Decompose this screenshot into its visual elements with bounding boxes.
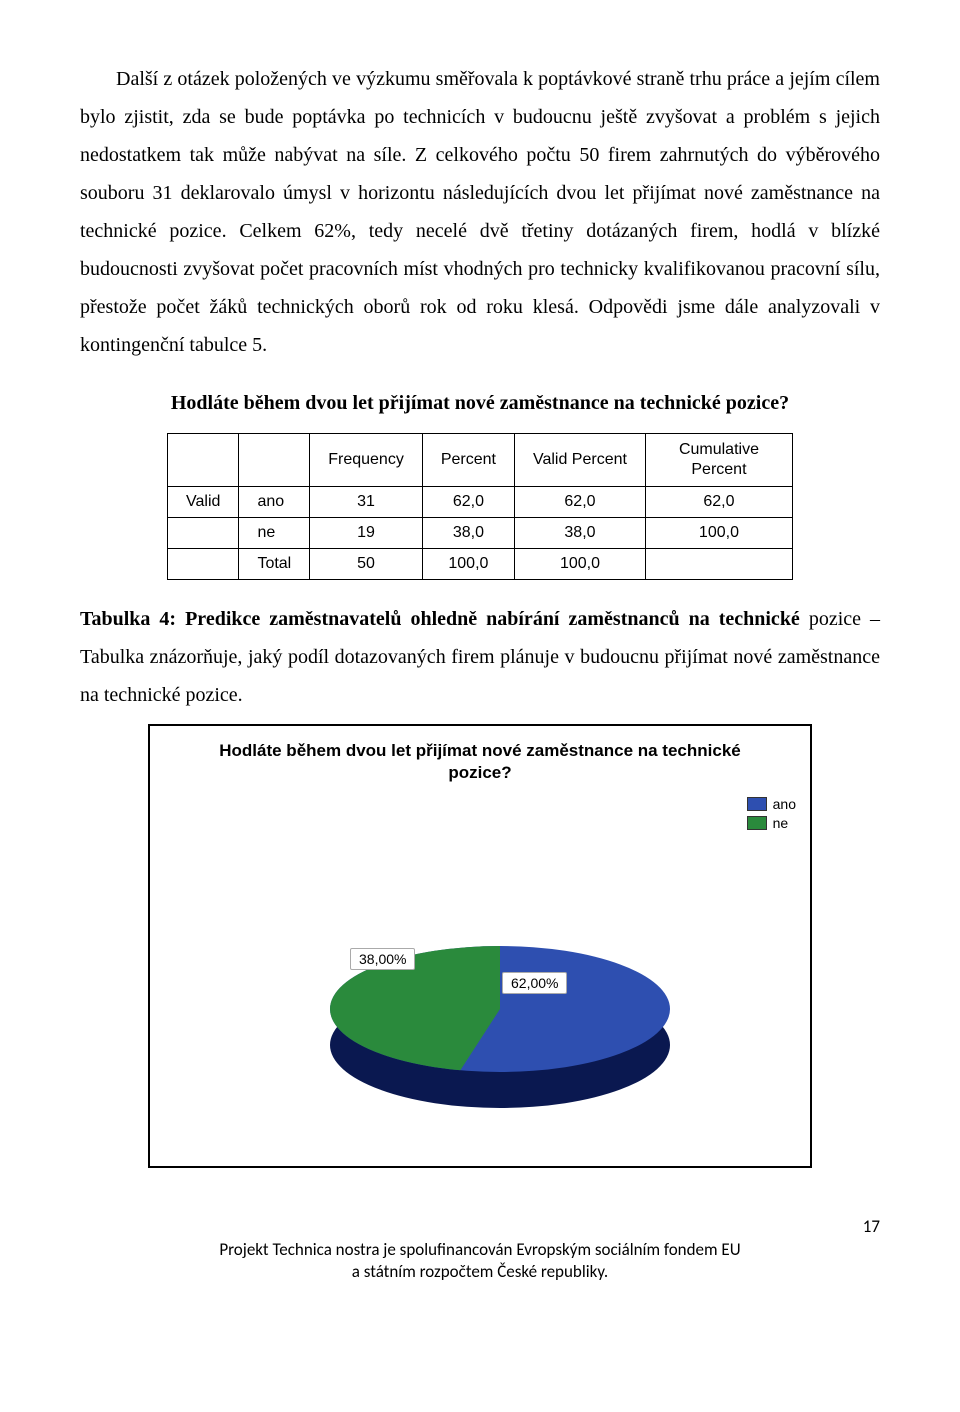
table-cell: 19	[310, 518, 423, 549]
table-cell: 50	[310, 549, 423, 580]
pie-label-ne: 38,00%	[350, 948, 415, 970]
chart-legend: ano ne	[747, 796, 796, 834]
table-cell: Valid	[168, 487, 239, 518]
legend-label-ne: ne	[773, 815, 789, 831]
table-cell: 62,0	[514, 487, 645, 518]
pie-area: 38,00% 62,00%	[150, 906, 810, 1136]
table-cell: 100,0	[422, 549, 514, 580]
table-cell: 38,0	[422, 518, 514, 549]
table-cell	[168, 549, 239, 580]
table-row: Valid ano 31 62,0 62,0 62,0	[168, 487, 793, 518]
legend-label-ano: ano	[773, 796, 796, 812]
table-cell: 62,0	[422, 487, 514, 518]
table-cell: 38,0	[514, 518, 645, 549]
table-header-row: Frequency Percent Valid Percent Cumulati…	[168, 434, 793, 487]
legend-swatch-ano	[747, 797, 767, 811]
pie-chart: Hodláte během dvou let přijímat nové zam…	[148, 724, 812, 1168]
table-cell: 31	[310, 487, 423, 518]
footer-line-2: a státním rozpočtem České republiky.	[352, 1261, 608, 1282]
table-cell	[645, 549, 792, 580]
chart-title: Hodláte během dvou let přijímat nové zam…	[150, 726, 810, 788]
table-cell	[168, 518, 239, 549]
frequency-table: Frequency Percent Valid Percent Cumulati…	[167, 433, 793, 580]
table-row: Total 50 100,0 100,0	[168, 549, 793, 580]
table-cell: Total	[239, 549, 310, 580]
table-header-blank1	[168, 434, 239, 487]
table-header-blank2	[239, 434, 310, 487]
legend-swatch-ne	[747, 816, 767, 830]
body-paragraph-1: Další z otázek položených ve výzkumu smě…	[80, 60, 880, 364]
table-cell: ano	[239, 487, 310, 518]
table-cell: ne	[239, 518, 310, 549]
table-caption-bold: Tabulka 4: Predikce zaměstnavatelů ohled…	[80, 608, 809, 630]
pie-label-ano: 62,00%	[502, 972, 567, 994]
legend-item-ano: ano	[747, 796, 796, 812]
table-question-heading: Hodláte během dvou let přijímat nové zam…	[80, 392, 880, 415]
table-cell: 100,0	[645, 518, 792, 549]
table-cell: 100,0	[514, 549, 645, 580]
footer-line-1: Projekt Technica nostra je spolufinancov…	[219, 1239, 740, 1260]
table-header-cumulative-percent: Cumulative Percent	[645, 434, 792, 487]
table-cell: 62,0	[645, 487, 792, 518]
footer: Projekt Technica nostra je spolufinancov…	[0, 1239, 960, 1303]
legend-item-ne: ne	[747, 815, 796, 831]
table-caption: Tabulka 4: Predikce zaměstnavatelů ohled…	[80, 600, 880, 714]
table-header-frequency: Frequency	[310, 434, 423, 487]
table-header-valid-percent: Valid Percent	[514, 434, 645, 487]
table-header-percent: Percent	[422, 434, 514, 487]
page-number: 17	[0, 1216, 960, 1237]
table-row: ne 19 38,0 38,0 100,0	[168, 518, 793, 549]
